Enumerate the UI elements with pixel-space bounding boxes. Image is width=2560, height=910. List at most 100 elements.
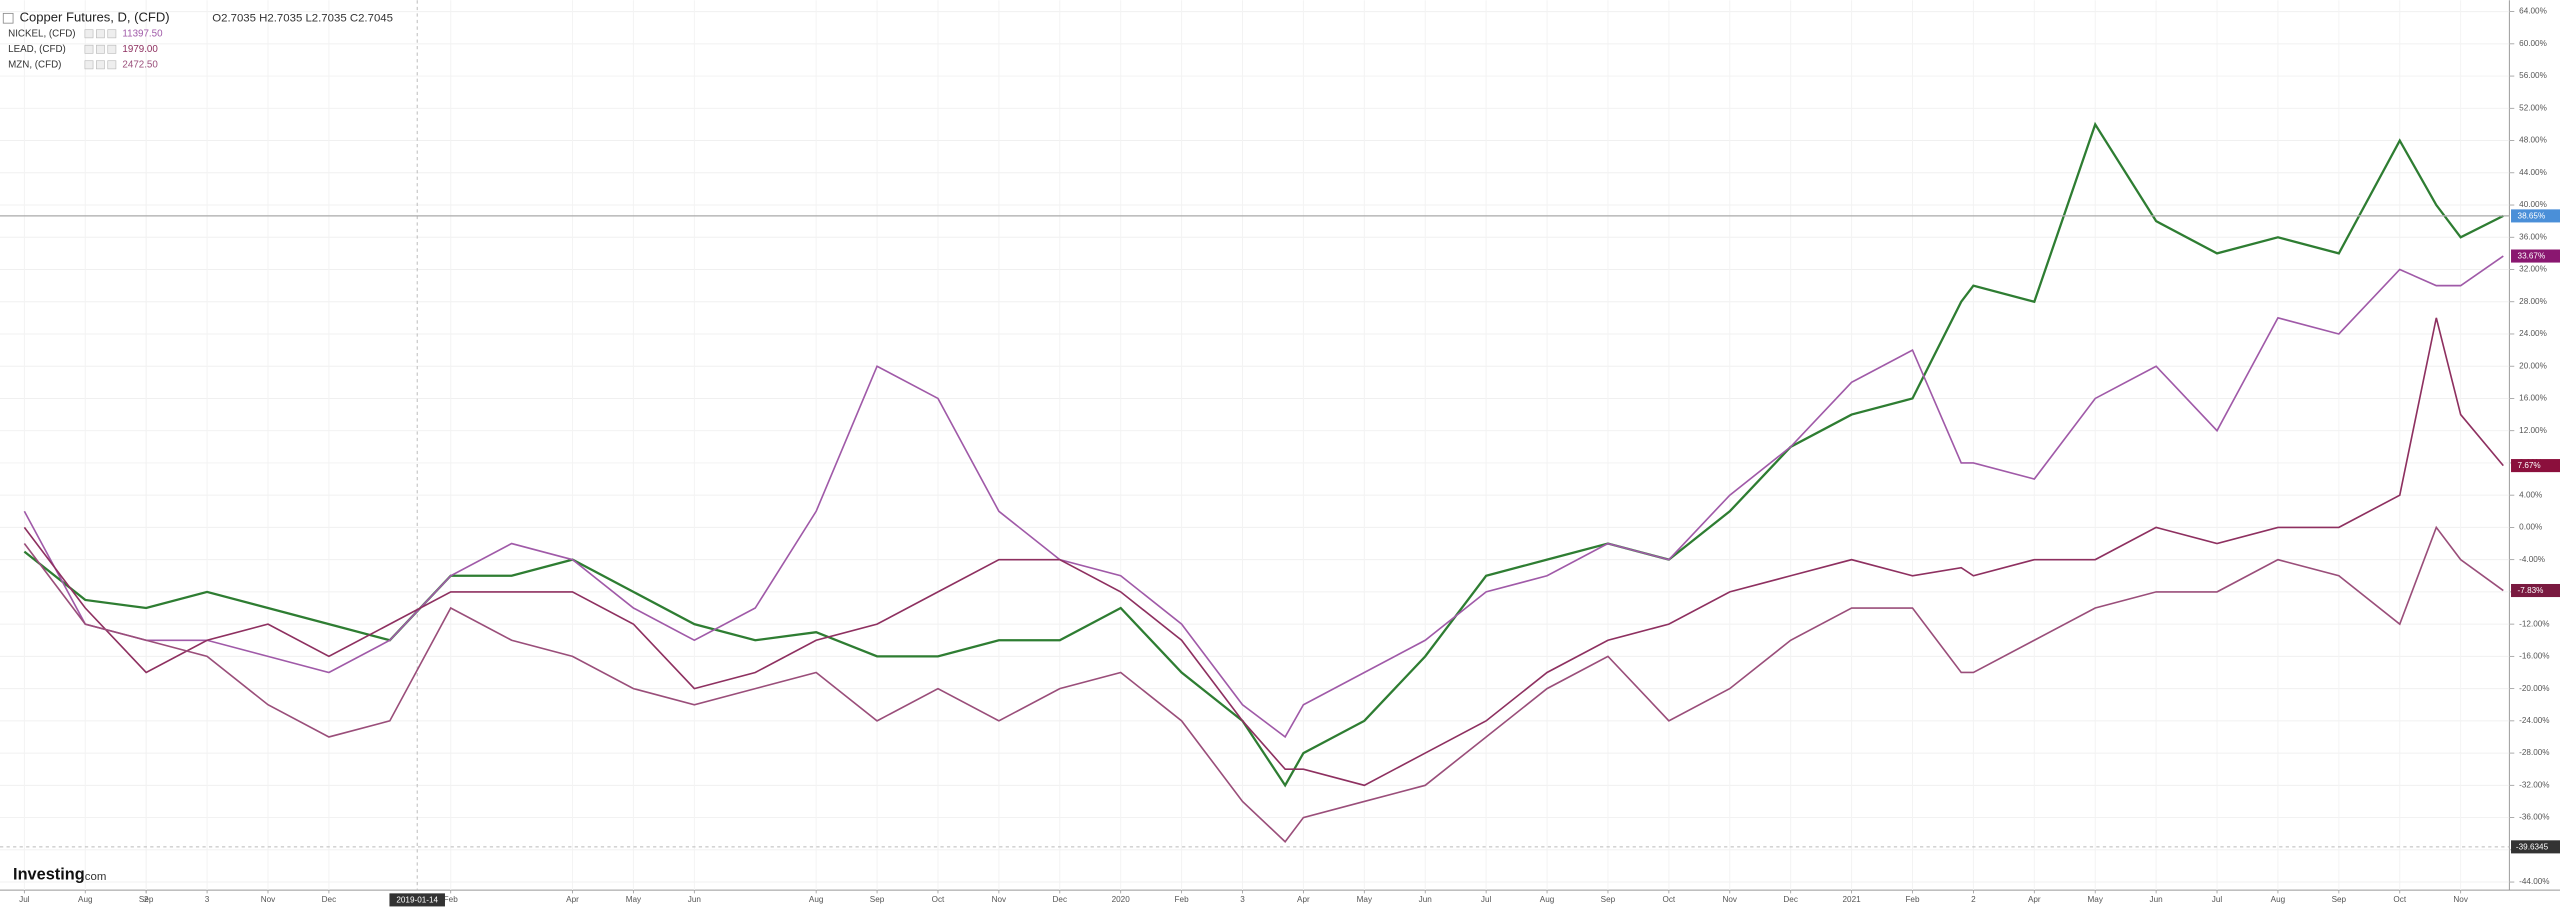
x-tick-label: Dec [1783,895,1798,904]
legend-value: 1979.00 [122,44,158,55]
value-badge-label: -7.83% [2518,586,2544,595]
x-tick-label: May [2088,895,2104,904]
x-tick-label: Nov [261,895,276,904]
y-tick-label: 56.00% [2519,71,2547,80]
x-tick-label: Nov [1723,895,1738,904]
value-badge [2511,209,2560,223]
legend-ohlc: O2.7035 H2.7035 L2.7035 C2.7045 [212,12,393,24]
y-tick-label: 52.00% [2519,103,2547,112]
x-tick-label: Aug [2271,895,2286,904]
legend-value: 2472.50 [122,59,158,70]
x-tick-label: 3 [1240,895,1245,904]
series-line [23,525,2504,843]
legend-value: 11397.50 [122,28,163,39]
y-tick-label: 24.00% [2519,329,2547,338]
y-tick-label: -24.00% [2519,716,2549,725]
plot [0,0,2510,891]
x-tick-label: Oct [1663,895,1676,904]
y-tick-label: 32.00% [2519,265,2547,274]
legend-icon [96,44,105,54]
y-tick-label: -12.00% [2519,619,2549,628]
x-tick-label: Feb [1175,895,1190,904]
series-line [23,255,2504,739]
x-tick-label: Sep [2332,895,2347,904]
legend-title: Copper Futures, D, (CFD) [20,10,170,25]
legend-toggle [2,12,14,24]
x-tick-label: Sep [139,895,154,904]
y-tick-label: 20.00% [2519,361,2547,370]
y-tick-label: 44.00% [2519,168,2547,177]
x-tick-label: Dec [1053,895,1068,904]
x-tick-label: Jun [688,895,701,904]
x-tick-label: Jun [2150,895,2163,904]
legend-icon [84,44,94,54]
value-badge [2511,583,2560,598]
crosshair-y-label: -39.6345 [2516,843,2549,852]
legend-icon [84,60,94,70]
y-tick-label: -20.00% [2519,684,2549,693]
legend-name: MZN, (CFD) [8,59,61,70]
x-tick-label: Nov [992,895,1007,904]
x-tick-label: Apr [2028,895,2041,904]
value-badge-label: 33.67% [2518,252,2546,261]
y-tick-label: 4.00% [2519,490,2542,499]
legend-icon [107,44,117,54]
x-tick-label: May [626,895,642,904]
series-line [23,121,2504,788]
crosshair-badge [2511,840,2560,854]
x-tick-label: Feb [444,895,459,904]
x-tick-label: Jun [1419,895,1432,904]
y-tick-label: 64.00% [2519,7,2547,16]
x-tick-label: 2 [1971,895,1976,904]
x-tick-label: Oct [932,895,945,904]
legend-name: NICKEL, (CFD) [8,28,75,39]
legend-icon [107,60,117,70]
legend-icon [84,29,94,39]
crosshair-x-badge [389,893,445,907]
y-tick-label: 48.00% [2519,136,2547,145]
series-line [23,317,2504,787]
x-tick-label: Sep [870,895,885,904]
value-badge [2511,249,2560,263]
x-tick-label: Jul [19,895,30,904]
x-tick-label: Oct [2393,895,2406,904]
y-tick-label: -28.00% [2519,748,2549,757]
x-tick-label: Aug [809,895,824,904]
y-tick-label: -36.00% [2519,813,2549,822]
x-tick-label: May [1357,895,1373,904]
x-tick-label: Sep [1601,895,1616,904]
x-tick-label: Feb [1905,895,1920,904]
y-tick-label: 12.00% [2519,426,2547,435]
y-tick-label: -16.00% [2519,652,2549,661]
value-badge-label: 38.65% [2518,212,2546,221]
legend-name: LEAD, (CFD) [8,44,66,55]
y-tick-label: 60.00% [2519,39,2547,48]
y-tick-label: 0.00% [2519,523,2542,532]
logo-suffix: .com [82,871,107,883]
x-tick-label: Nov [2453,895,2468,904]
x-tick-label: 2021 [1843,895,1862,904]
logo: Investing [13,866,85,884]
x-tick-label: 2020 [1112,895,1131,904]
value-badge [2511,459,2560,473]
x-tick-label: Apr [1297,895,1310,904]
y-tick-label: 28.00% [2519,297,2547,306]
legend-icon [107,29,117,39]
value-badge-label: 7.67% [2518,461,2541,470]
x-tick-label: Jul [1481,895,1492,904]
legend-icon [96,29,105,39]
y-tick-label: -32.00% [2519,780,2549,789]
x-tick-label: Aug [78,895,93,904]
x-tick-label: 3 [205,895,210,904]
legend-icon [96,60,105,70]
x-tick-label: 2 [144,895,149,904]
x-tick-label: Dec [322,895,337,904]
y-tick-label: -44.00% [2519,877,2549,886]
y-tick-label: 36.00% [2519,232,2547,241]
crosshair-x-label: 2019-01-14 [396,896,438,905]
x-tick-label: Apr [566,895,579,904]
x-tick-label: Jul [2212,895,2223,904]
y-tick-label: -4.00% [2519,555,2545,564]
